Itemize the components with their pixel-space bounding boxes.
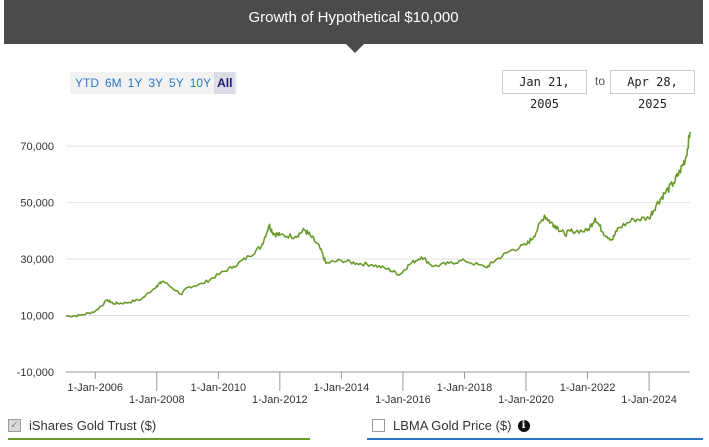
- range-button-all[interactable]: All: [214, 72, 236, 94]
- y-tick-label: 50,000: [20, 198, 54, 210]
- legend-lbma-label: LBMA Gold Price ($): [393, 418, 512, 433]
- range-button-1y[interactable]: 1Y: [127, 76, 143, 90]
- chart-title: Growth of Hypothetical $10,000: [248, 9, 459, 26]
- info-icon[interactable]: i: [517, 419, 530, 432]
- x-tick-label: 1-Jan-2006: [67, 382, 123, 394]
- x-tick-label: 1-Jan-2022: [560, 382, 616, 394]
- range-button-10y[interactable]: 10Y: [189, 76, 212, 90]
- legend-ishares-underline: [8, 438, 310, 440]
- legend-lbma-gold-price[interactable]: LBMA Gold Price ($) i: [372, 418, 530, 433]
- chart-series: [66, 131, 691, 318]
- y-tick-label: -10,000: [17, 367, 54, 379]
- start-date-input[interactable]: Jan 21, 2005: [502, 70, 587, 111]
- x-tick-label: 1-Jan-2016: [375, 394, 431, 406]
- y-tick-label: 30,000: [20, 254, 54, 266]
- x-tick-label: 1-Jan-2018: [437, 382, 493, 394]
- x-tick-label: 1-Jan-2024: [621, 394, 677, 406]
- range-button-5y[interactable]: 5Y: [169, 76, 184, 90]
- y-tick-label: 10,000: [20, 311, 54, 323]
- chart-title-bar: Growth of Hypothetical $10,000: [4, 0, 703, 53]
- legend-lbma-underline: [367, 438, 703, 440]
- end-date-input[interactable]: Apr 28, 2025: [610, 70, 695, 111]
- y-axis-ticks: 70,000 50,000 30,000 10,000 -10,000: [17, 141, 54, 379]
- range-button-6m[interactable]: 6M: [105, 76, 122, 90]
- lbma-checkbox[interactable]: [372, 419, 385, 432]
- chart-gridlines: [66, 145, 690, 373]
- x-tick-label: 1-Jan-2012: [252, 394, 308, 406]
- legend-ishares-label: iShares Gold Trust ($): [29, 418, 157, 433]
- x-tick-label: 1-Jan-2014: [314, 382, 370, 394]
- range-button-ytd[interactable]: YTD: [75, 76, 99, 90]
- x-tick-label: 1-Jan-2008: [129, 394, 185, 406]
- legend-ishares-gold-trust[interactable]: ✓ iShares Gold Trust ($): [8, 418, 156, 433]
- range-selector: YTD 6M 1Y 3Y 5Y 10Y All: [70, 72, 238, 94]
- x-tick-label: 1-Jan-2010: [190, 382, 246, 394]
- ishares-checkbox[interactable]: ✓: [8, 419, 21, 432]
- date-range-to-label: to: [595, 74, 606, 88]
- x-axis-ticks: 1-Jan-2006 1-Jan-2008 1-Jan-2010 1-Jan-2012…: [66, 371, 690, 406]
- range-button-3y[interactable]: 3Y: [148, 76, 164, 90]
- y-tick-label: 70,000: [20, 141, 54, 153]
- x-tick-label: 1-Jan-2020: [498, 394, 554, 406]
- title-pointer-caret: [346, 44, 364, 53]
- series-line-ishares-gold-trust: [66, 131, 691, 318]
